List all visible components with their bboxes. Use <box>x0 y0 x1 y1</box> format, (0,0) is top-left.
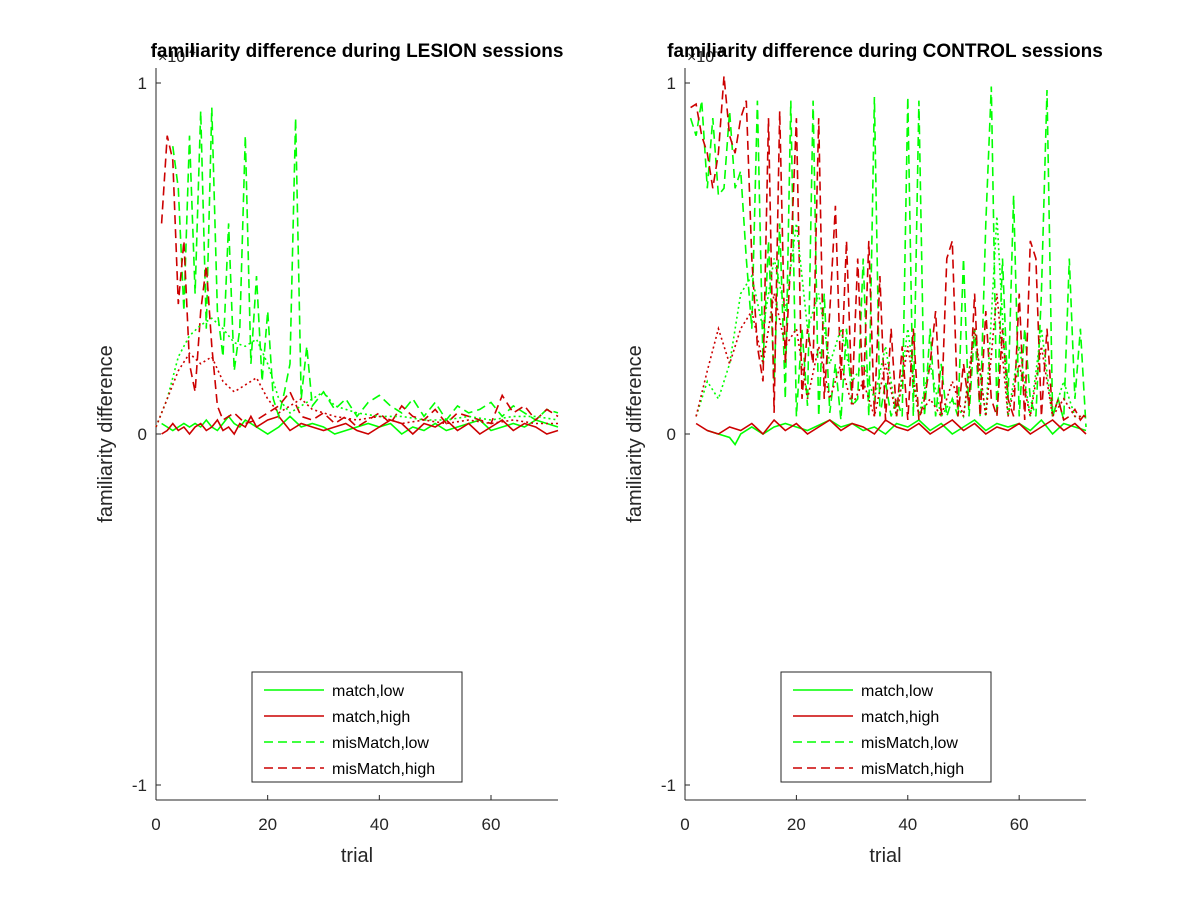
x-tick-label: 20 <box>787 815 806 834</box>
chart-title: familiarity difference during LESION ses… <box>151 41 564 62</box>
legend-entry-label: match,low <box>332 683 404 700</box>
chart-title: familiarity difference during CONTROL se… <box>667 41 1103 62</box>
x-tick-label: 0 <box>680 815 689 834</box>
x-tick-label: 0 <box>151 815 160 834</box>
y-tick-label: -1 <box>661 776 676 795</box>
y-axis-label: familiarity difference <box>624 345 646 522</box>
legend-entry-label: misMatch,high <box>332 761 435 778</box>
y-tick-label: 0 <box>138 425 147 444</box>
series-line-mismatch-low <box>172 107 559 422</box>
series-line-mismatch-high <box>160 135 559 429</box>
legend-entry-label: misMatch,high <box>861 761 964 778</box>
legend-entry-label: match,high <box>332 709 410 726</box>
y-tick-label: -1 <box>132 776 147 795</box>
series-line-match-high <box>695 418 1087 436</box>
x-tick-label: 40 <box>898 815 917 834</box>
legend-entry-label: match,low <box>861 683 933 700</box>
series-line-auxiliary-dotted <box>155 352 558 428</box>
x-tick-label: 60 <box>482 815 501 834</box>
legend-entry-label: misMatch,low <box>332 735 429 752</box>
series-line-match-high <box>161 414 559 436</box>
legend-entry-label: match,high <box>861 709 939 726</box>
x-tick-label: 40 <box>370 815 389 834</box>
x-axis-label: trial <box>341 845 373 867</box>
series-line-mismatch-low <box>689 86 1087 428</box>
x-axis-label: trial <box>869 845 901 867</box>
y-tick-label: 1 <box>667 74 676 93</box>
series-line-auxiliary-dotted <box>155 317 559 428</box>
x-tick-label: 20 <box>258 815 277 834</box>
series-line-match-low <box>707 418 1087 446</box>
y-tick-label: 1 <box>138 74 147 93</box>
series-line-auxiliary-dotted <box>695 216 1086 419</box>
y-axis-label: familiarity difference <box>95 345 117 522</box>
y-tick-label: 0 <box>667 425 676 444</box>
x-tick-label: 60 <box>1010 815 1029 834</box>
legend-entry-label: misMatch,low <box>861 735 958 752</box>
